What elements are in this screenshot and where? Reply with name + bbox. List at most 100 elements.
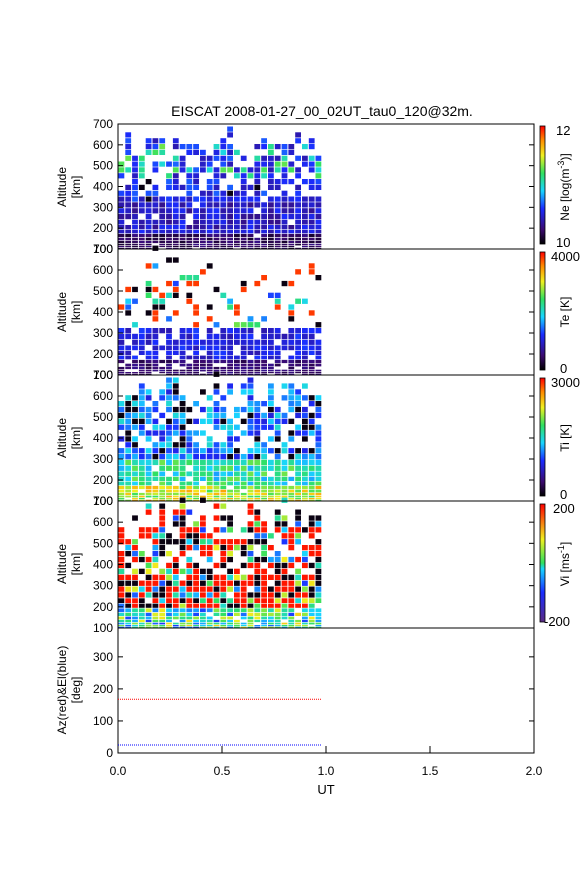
heatmap-cell: [213, 214, 220, 220]
heatmap-cell: [261, 545, 267, 551]
heatmap-cell: [288, 333, 295, 340]
heatmap-cell: [295, 622, 301, 625]
heatmap-cell: [261, 626, 267, 628]
heatmap-cell: [206, 304, 213, 310]
heatmap-cell: [295, 225, 301, 230]
heatmap-cell: [200, 225, 206, 230]
heatmap-cell: [302, 418, 308, 424]
heatmap-cell: [132, 184, 138, 190]
heatmap-cell: [288, 539, 295, 545]
heatmap-cell: [288, 395, 295, 401]
heatmap-cell: [138, 359, 145, 364]
heatmap-cell: [247, 509, 254, 515]
heatmap-cell: [125, 406, 132, 413]
heatmap-cell: [220, 448, 227, 454]
heatmap-cell: [274, 598, 281, 603]
heatmap-cell: [132, 436, 138, 442]
heatmap-cell: [193, 366, 199, 370]
colorbar-ne-box: [539, 125, 546, 245]
heatmap-cell: [295, 395, 301, 401]
heatmap-cell: [288, 454, 295, 460]
heatmap-cell: [172, 626, 179, 628]
heatmap-cell: [247, 377, 254, 383]
heatmap-cell: [268, 350, 274, 355]
heatmap-cell: [125, 247, 132, 249]
heatmap-cell: [193, 225, 199, 230]
heatmap-cell: [159, 412, 166, 419]
heatmap-cell: [186, 196, 193, 202]
heatmap-cell: [206, 592, 213, 598]
heatmap-cell: [159, 389, 166, 395]
heatmap-cell: [220, 369, 227, 372]
heatmap-cell: [132, 333, 138, 340]
heatmap-cell: [172, 598, 179, 603]
heatmap-cell: [186, 492, 193, 496]
heatmap-cell: [281, 214, 288, 220]
heatmap-cell: [240, 369, 247, 372]
heatmap-cell: [213, 586, 220, 592]
heatmap-cell: [302, 448, 308, 454]
heatmap-cell: [268, 603, 274, 608]
heatmap-cell: [240, 616, 247, 620]
heatmap-cell: [125, 562, 132, 569]
heatmap-cell: [206, 234, 213, 238]
heatmap-cell: [193, 616, 199, 620]
heatmap-cell: [268, 556, 274, 563]
heatmap-cell: [193, 241, 199, 244]
heatmap-cell: [268, 395, 274, 401]
heatmap-cell: [132, 442, 138, 448]
y-tick-label: 100: [93, 714, 113, 728]
heatmap-cell: [247, 527, 254, 533]
heatmap-cell: [145, 363, 152, 367]
heatmap-cell: [152, 225, 159, 230]
heatmap-cell: [186, 237, 193, 241]
heatmap-cell: [308, 144, 315, 150]
heatmap-cell: [132, 179, 138, 185]
heatmap-cell: [179, 350, 186, 355]
heatmap-cell: [315, 401, 322, 407]
heatmap-cell: [308, 626, 315, 628]
heatmap-cell: [125, 202, 132, 208]
heatmap-cell: [234, 190, 240, 196]
y-tick-label: 600: [93, 138, 113, 152]
heatmap-cell: [125, 333, 132, 340]
heatmap-cell: [308, 454, 315, 460]
heatmap-cell: [281, 345, 288, 351]
heatmap-cell: [132, 214, 138, 220]
heatmap-cell: [247, 322, 254, 328]
heatmap-cell: [166, 619, 172, 623]
heatmap-cell: [213, 247, 220, 249]
heatmap-cell: [308, 471, 315, 477]
heatmap-cell: [200, 586, 206, 592]
heatmap-cell: [166, 355, 172, 360]
heatmap-cell: [145, 476, 152, 481]
heatmap-cell: [247, 229, 254, 234]
colorbar-ne-max: 12: [556, 123, 570, 138]
heatmap-cell: [159, 241, 166, 244]
heatmap-cell: [186, 372, 193, 374]
heatmap-cell: [315, 208, 322, 214]
heatmap-cell: [240, 574, 247, 580]
heatmap-cell: [288, 237, 295, 241]
heatmap-cell: [220, 515, 227, 521]
heatmap-cell: [247, 333, 254, 340]
heatmap-cell: [288, 406, 295, 413]
heatmap-cell: [288, 373, 295, 375]
heatmap-cell: [274, 465, 281, 471]
heatmap-cell: [125, 366, 132, 370]
heatmap-cell: [227, 328, 233, 334]
heatmap-cell: [268, 406, 274, 413]
heatmap-cell: [227, 132, 233, 138]
heatmap-cell: [240, 372, 247, 374]
heatmap-cell: [274, 430, 281, 436]
heatmap-cell: [302, 339, 308, 345]
heatmap-cell: [288, 616, 295, 620]
heatmap-cell: [138, 373, 145, 375]
heatmap-cell: [302, 373, 308, 375]
heatmap-cell: [308, 359, 315, 364]
heatmap-cell: [268, 389, 274, 395]
heatmap-cell: [152, 625, 159, 627]
heatmap-cell: [220, 202, 227, 208]
heatmap-cell: [152, 229, 159, 234]
heatmap-cell: [220, 247, 227, 249]
